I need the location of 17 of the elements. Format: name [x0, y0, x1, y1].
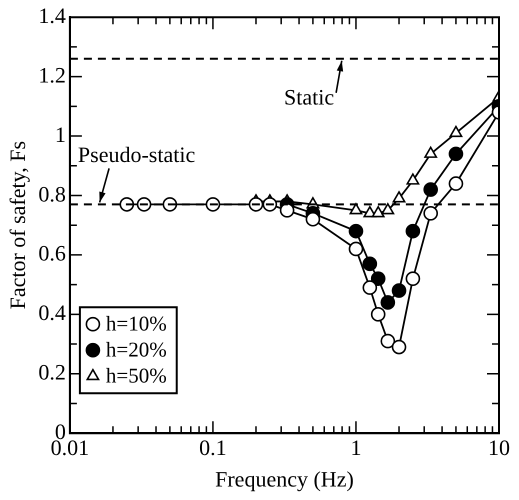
y-tick-label: 1.2 [38, 62, 66, 88]
y-tick-label: 1.4 [38, 2, 66, 28]
y-axis-title: Factor of safety, Fs [4, 140, 30, 310]
y-tick-label: 0.4 [38, 300, 66, 326]
annotation: Static [284, 84, 334, 110]
legend-label: h=10% [106, 312, 167, 336]
legend-label: h=50% [106, 364, 167, 388]
x-axis-title: Frequency (Hz) [215, 466, 354, 492]
x-tick-label: 0.1 [199, 435, 227, 460]
x-tick-label: 10 [488, 435, 510, 460]
annotation: Pseudo-static [78, 142, 196, 168]
y-tick-label: 0.6 [38, 240, 66, 266]
y-tick-label: 0.2 [38, 360, 66, 385]
legend-label: h=20% [106, 338, 167, 362]
y-tick-label: 1 [54, 122, 66, 147]
y-tick-label: 0.8 [38, 181, 66, 206]
x-tick-label: 1 [350, 435, 362, 460]
